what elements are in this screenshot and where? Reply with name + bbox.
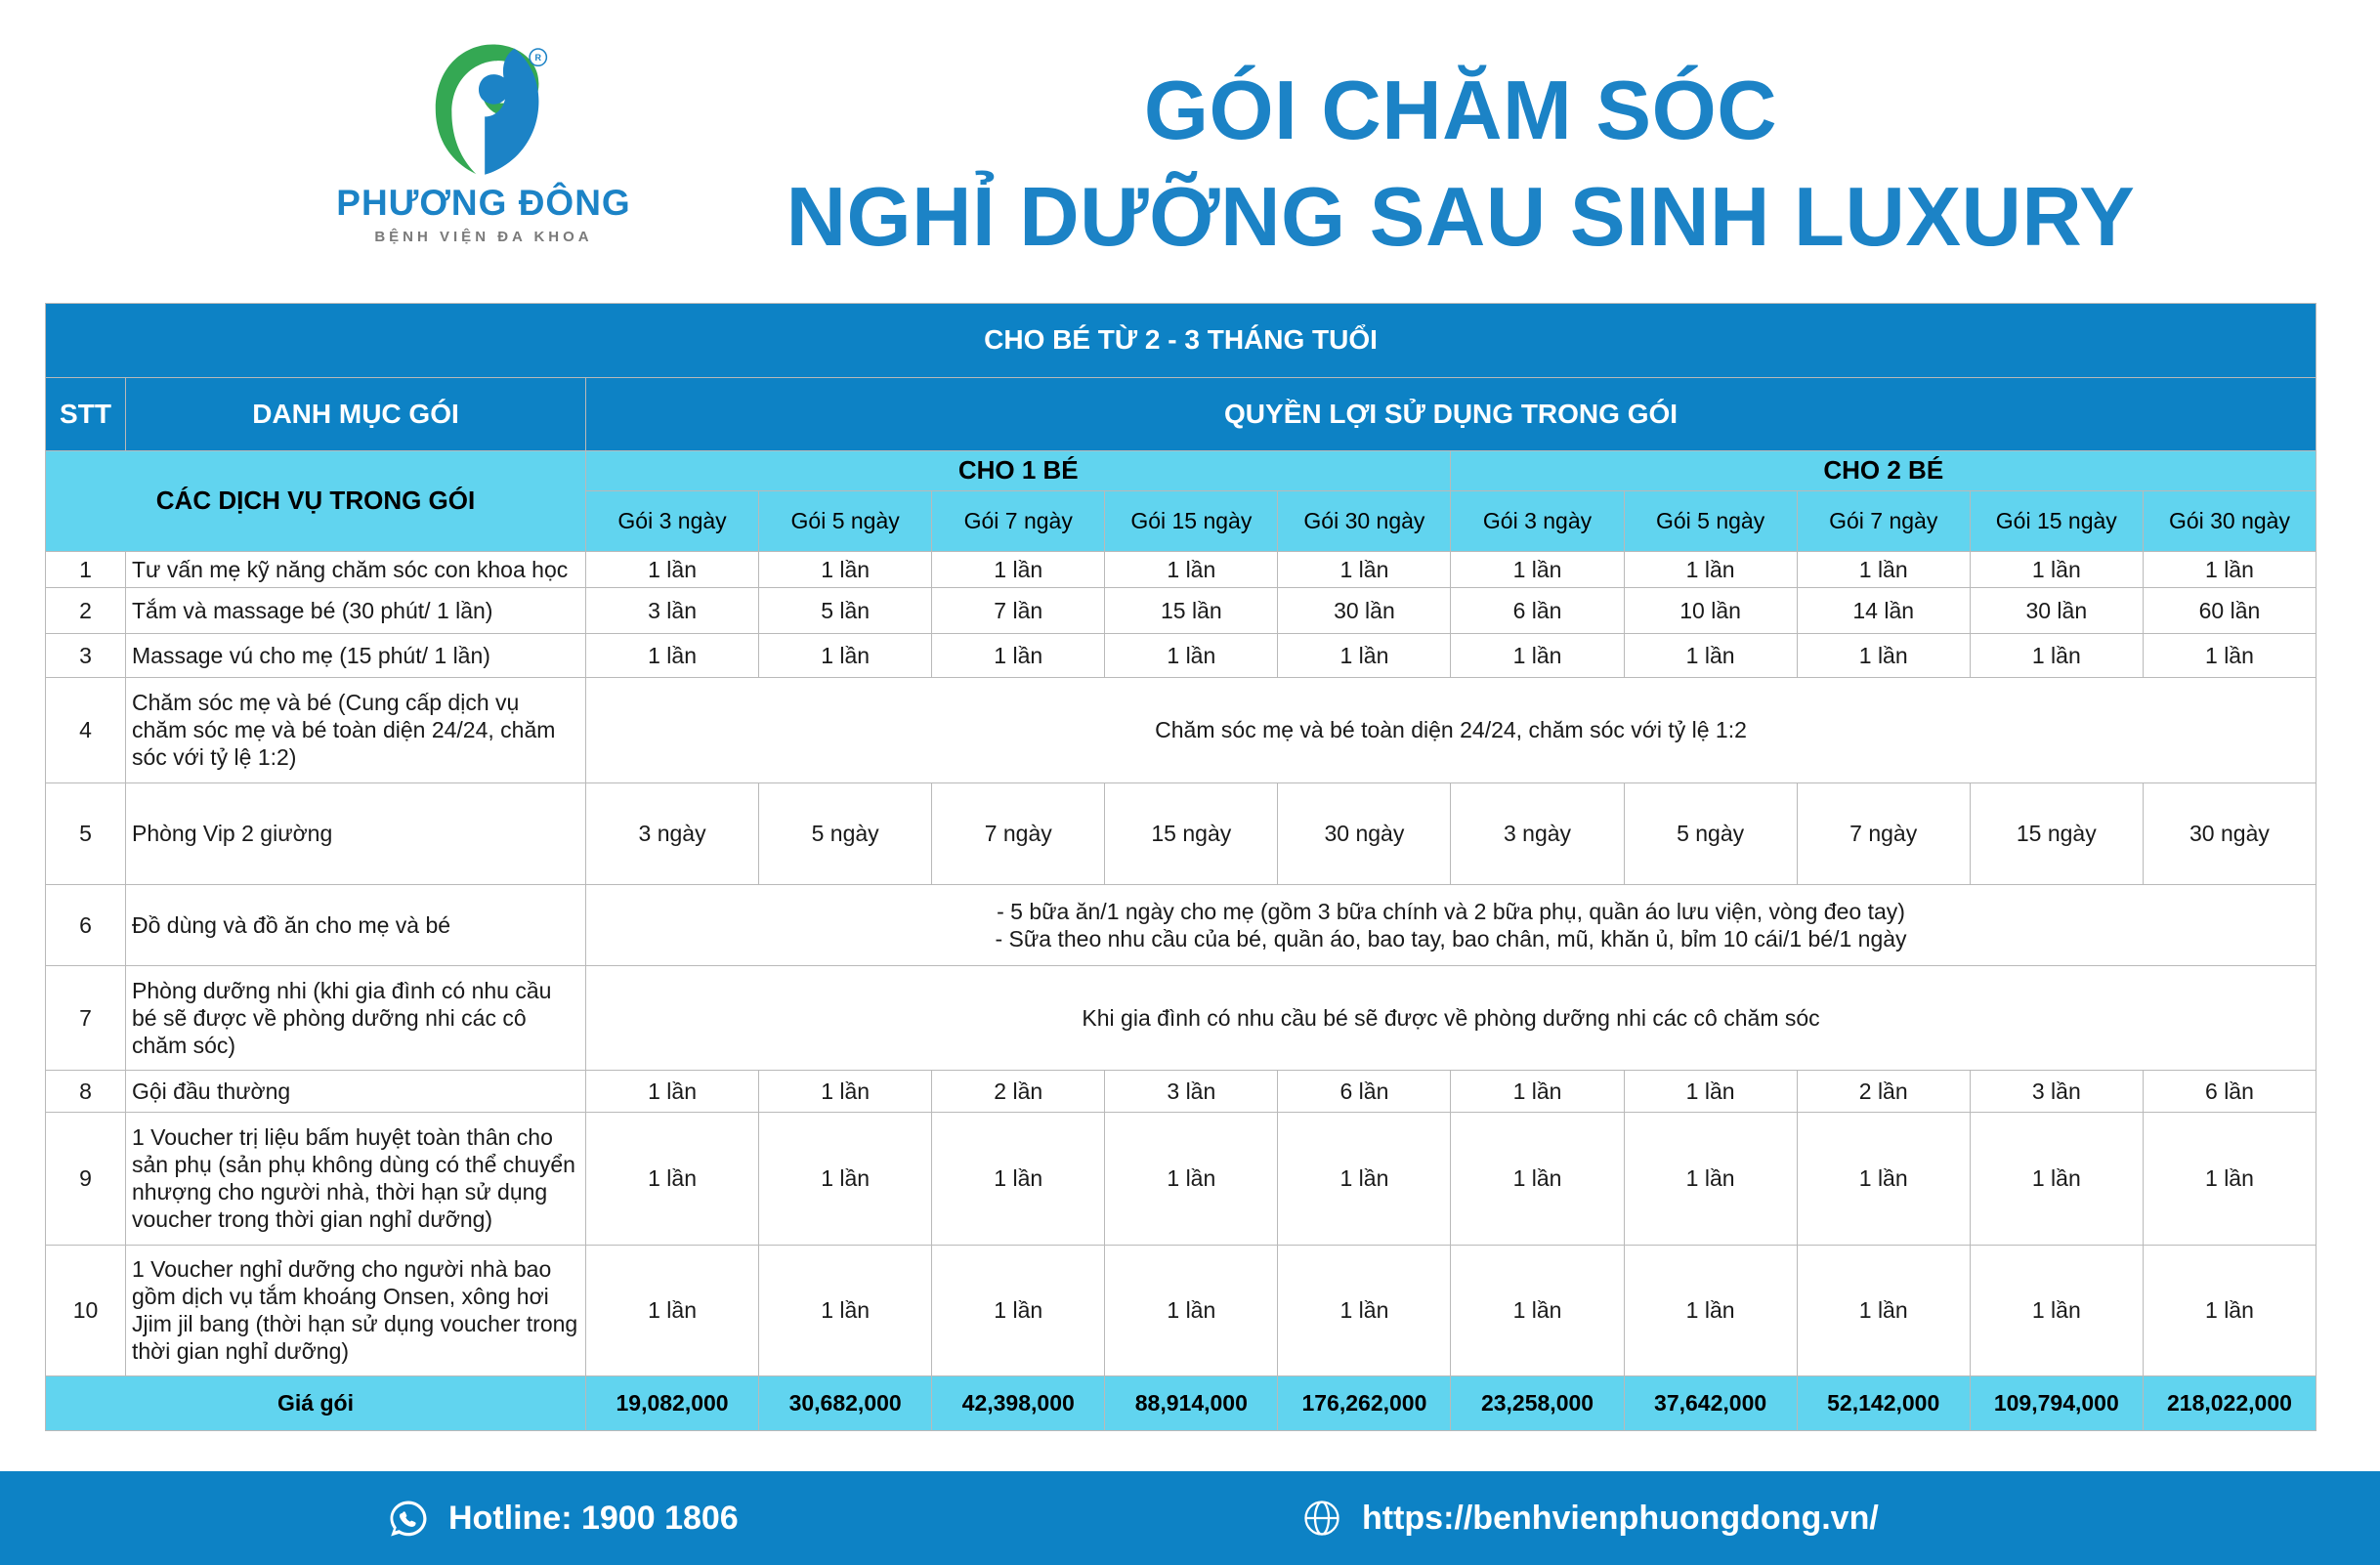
svg-text:R: R	[534, 53, 541, 63]
